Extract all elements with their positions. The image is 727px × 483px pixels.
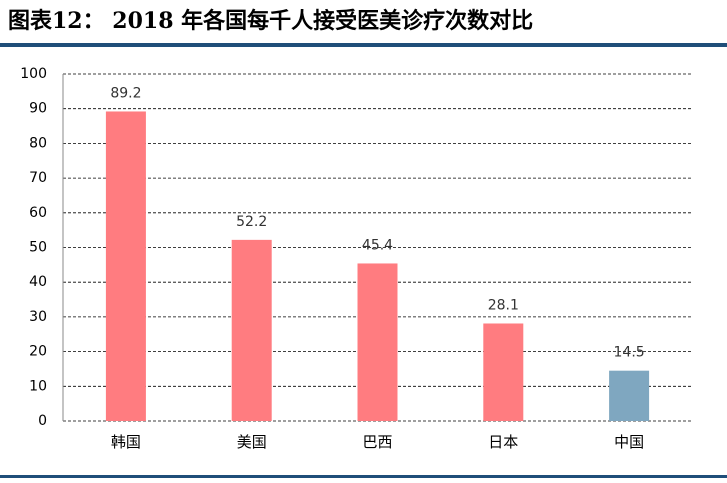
x-tick-label: 日本: [488, 433, 518, 451]
y-tick-label: 70: [29, 170, 47, 186]
x-tick-label: 韩国: [111, 433, 141, 451]
y-tick-label: 80: [29, 135, 47, 151]
bar: [483, 323, 524, 421]
y-tick-label: 90: [29, 101, 47, 117]
chart-title: 图表12： 2018 年各国每千人接受医美诊疗次数对比: [8, 8, 533, 34]
value-label: 45.4: [362, 237, 393, 253]
bar: [231, 239, 272, 421]
bar: [105, 111, 146, 421]
bar: [357, 263, 398, 421]
y-tick-label: 40: [29, 274, 47, 290]
y-tick-label: 10: [29, 378, 47, 394]
y-tick-label: 50: [29, 240, 47, 256]
y-tick-label: 30: [29, 309, 47, 325]
x-tick-label: 美国: [237, 433, 267, 451]
title-rule: [0, 43, 727, 47]
y-tick-label: 60: [29, 205, 47, 221]
bottom-rule: [0, 475, 727, 478]
x-tick-label: 巴西: [362, 433, 392, 451]
value-label: 28.1: [488, 297, 519, 313]
y-tick-label: 100: [20, 66, 47, 82]
x-tick-label: 中国: [614, 433, 644, 451]
value-label: 52.2: [236, 214, 267, 230]
value-label: 14.5: [614, 345, 645, 361]
bar: [609, 370, 650, 421]
y-tick-label: 0: [38, 413, 47, 429]
y-tick-label: 20: [29, 344, 47, 360]
value-label: 89.2: [110, 85, 141, 101]
